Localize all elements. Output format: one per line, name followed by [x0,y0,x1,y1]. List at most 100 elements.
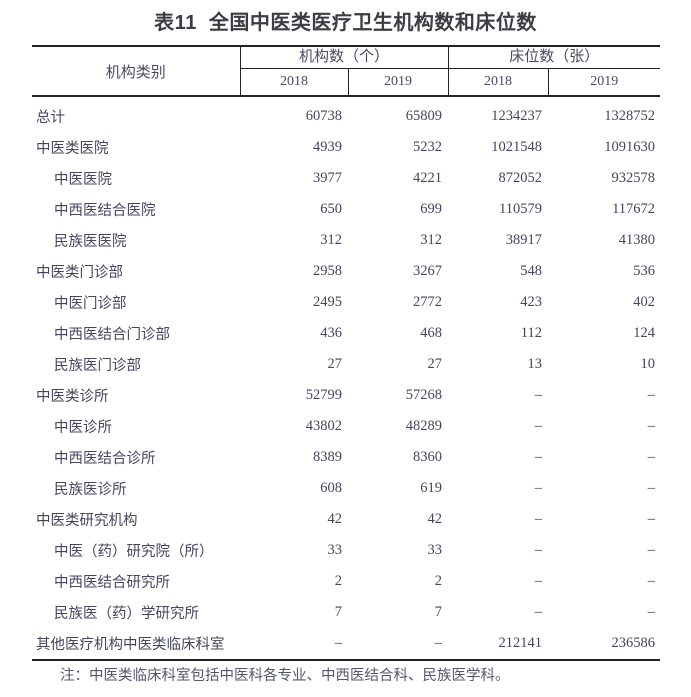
cell-beds-2018: – [534,449,543,465]
row-label: 民族医诊所 [54,482,127,498]
cell-beds-2019: 1091630 [604,139,656,155]
cell-institutions-2019: 48289 [405,418,443,434]
table-row: 中医类门诊部 2958 3267 548 536 [32,256,660,287]
cell-institutions-2019: 699 [420,201,443,217]
row-label: 总计 [36,110,65,126]
header-institutions-2019: 2019 [348,68,449,97]
cell-beds-2018: 872052 [498,170,543,186]
header-beds-2018: 2018 [448,68,549,97]
cell-beds-2019: 10 [640,356,656,372]
row-label-cell: 中医类诊所 [32,380,240,411]
row-label-cell: 中医诊所 [32,411,240,442]
table-row: 中医类研究机构 42 42 – – [32,504,660,535]
cell-institutions-2018: 650 [320,201,342,217]
cell-beds-2018: – [534,604,543,620]
table-row: 其他医疗机构中医类临床科室 – –212141 236586 [32,628,661,661]
row-label: 中西医结合医院 [54,203,156,219]
row-label-cell: 中西医结合医院 [32,194,240,225]
cell-institutions-2018: 43802 [305,418,342,434]
table-row: 中西医结合医院 650 699 110579 117672 [32,194,660,225]
row-label: 中医医院 [54,172,112,188]
cell-beds-2019: – [647,604,656,620]
cell-beds-2019: – [647,418,656,434]
cell-beds-2019: 932578 [611,170,656,186]
cell-institutions-2019: 5232 [413,139,443,155]
cell-beds-2018: 1234237 [491,108,543,124]
row-label-cell: 中医类研究机构 [32,504,240,535]
row-label: 民族医门诊部 [54,358,141,374]
row-label-cell: 中医门诊部 [32,287,240,318]
cell-institutions-2019: 33 [427,542,443,558]
cell-beds-2018: – [534,511,543,527]
row-label: 中医门诊部 [54,296,127,312]
cell-beds-2019: 124 [633,325,656,341]
table-row: 中医类诊所 52799 57268 – – [32,380,660,411]
cell-beds-2019: 536 [633,263,656,279]
table-row: 中医类医院 4939 5232 1021548 1091630 [32,132,660,163]
row-label-cell: 中西医结合门诊部 [32,318,240,349]
row-label-cell: 中西医结合诊所 [32,442,240,473]
row-label-cell: 民族医（药）学研究所 [32,597,240,628]
table-body: 总计 60738 65809 1234237 1328752 中医类医院 4939 5232 1… [32,96,661,661]
cell-institutions-2019: 27 [427,356,443,372]
row-label-cell: 总计 [32,96,240,132]
cell-institutions-2018: 2 [334,573,342,589]
cell-institutions-2018: 60738 [305,108,342,124]
cell-institutions-2018: 4939 [313,139,342,155]
cell-institutions-2019: 3267 [413,263,443,279]
table-row: 中医诊所 43802 48289 – – [32,411,660,442]
table-number: 表11 [154,12,197,34]
row-label: 其他医疗机构中医类临床科室 [36,637,225,653]
row-label: 中医类诊所 [36,389,109,405]
cell-institutions-2018: 27 [327,356,343,372]
cell-institutions-2019: 42 [427,511,443,527]
row-label-cell: 中医类门诊部 [32,256,240,287]
table-row: 民族医医院 312 312 38917 41380 [32,225,660,256]
cell-beds-2018: – [534,387,543,403]
data-table: 机构类别 机构数（个） 床位数（张） 2018 2019 2018 2019 总… [32,45,661,661]
row-label: 中西医结合研究所 [54,575,170,591]
cell-beds-2018: 38917 [505,232,543,248]
table-header: 机构类别 机构数（个） 床位数（张） 2018 2019 2018 2019 [32,45,661,97]
cell-beds-2019: – [647,480,656,496]
cell-beds-2018: – [534,542,543,558]
header-group-institutions: 机构数（个） [240,45,449,69]
cell-beds-2019: 402 [633,294,656,310]
row-label: 民族医医院 [54,234,127,250]
cell-beds-2019: 1328752 [604,108,656,124]
cell-beds-2018: – [534,418,543,434]
row-label: 中医诊所 [54,420,112,436]
table-row: 中医门诊部 2495 2772 423 402 [32,287,660,318]
statistics-table: 机构类别 机构数（个） 床位数（张） 2018 2019 2018 2019 总… [32,45,661,661]
cell-institutions-2019: 2 [434,573,443,589]
cell-beds-2019: – [647,542,656,558]
cell-beds-2019: 236586 [548,628,661,661]
cell-beds-2018: 423 [520,294,543,310]
cell-beds-2018: 548 [520,263,543,279]
cell-beds-2019: – [647,449,656,465]
row-label: 中西医结合门诊部 [54,327,170,343]
table-row: 中医医院 3977 4221 872052 932578 [32,163,660,194]
row-label-cell: 民族医门诊部 [32,349,240,380]
row-label-cell: 中医医院 [32,163,240,194]
cell-beds-2019: 41380 [618,232,656,248]
cell-beds-2018: – [534,573,543,589]
cell-institutions-2018: 42 [327,511,343,527]
row-label: 民族医（药）学研究所 [54,606,199,622]
table-row: 民族医门诊部 27 27 13 10 [32,349,660,380]
table-header-row-years: 2018 2019 2018 2019 [32,68,661,97]
row-label-cell: 中医类医院 [32,132,240,163]
cell-institutions-2019: 4221 [413,170,443,186]
cell-institutions-2018: 52799 [305,387,342,403]
cell-institutions-2019: – [348,628,449,661]
cell-beds-2019: 117672 [612,201,656,217]
header-beds-2019: 2019 [548,68,661,97]
row-label-cell: 中西医结合研究所 [32,566,240,597]
table-row: 总计 60738 65809 1234237 1328752 [32,96,660,132]
cell-institutions-2019: 57268 [405,387,443,403]
cell-institutions-2019: 312 [420,232,443,248]
header-institutions-2018: 2018 [240,68,349,97]
cell-institutions-2018: 2495 [313,294,342,310]
row-label-cell: 民族医诊所 [32,473,240,504]
row-label: 中西医结合诊所 [54,451,156,467]
